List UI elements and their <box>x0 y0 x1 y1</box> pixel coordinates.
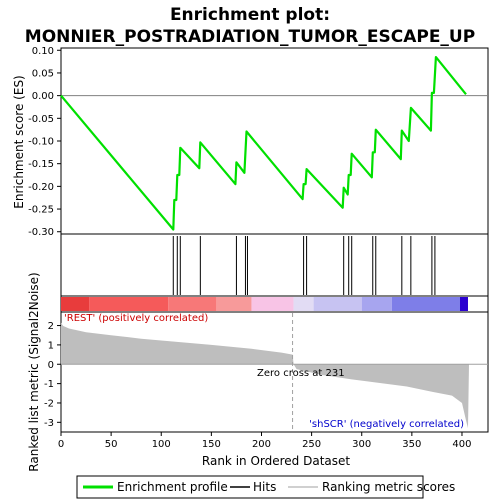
metric-area-fill <box>61 322 469 429</box>
es-curve-line <box>60 55 467 231</box>
heat-bar-segment <box>168 297 217 311</box>
chart-title-line2: MONNIER_POSTRADIATION_TUMOR_ESCAPE_UP <box>25 27 475 47</box>
x-tick-label: 350 <box>402 439 421 450</box>
es-panel: -0.30 -0.25 -0.20 -0.15 -0.10 -0.05 0.00 0.05 0.… <box>28 46 489 238</box>
es-y-tick-label: -0.05 <box>28 114 54 125</box>
heat-bar-segment <box>89 297 169 311</box>
x-tick-label: 400 <box>452 439 471 450</box>
metric-y-tick-label: 1 <box>48 340 54 351</box>
heat-bar <box>61 297 468 311</box>
metric-area <box>61 313 488 431</box>
x-axis: 0 50 100 150 200 250 300 350 400 <box>58 432 472 450</box>
metric-y-tick-label: -3 <box>44 418 54 429</box>
legend-label-enrichment: Enrichment profile <box>117 480 228 494</box>
es-y-tick-label: -0.30 <box>28 227 54 238</box>
es-y-tick-label: 0.05 <box>32 68 54 79</box>
metric-panel: -3 -2 -1 0 1 2 'REST' (positively correlated)… <box>44 311 489 433</box>
heat-bar-segment <box>313 297 362 311</box>
metric-y-axis: -3 -2 -1 0 1 2 <box>44 321 61 429</box>
x-axis-title: Rank in Ordered Dataset <box>202 454 350 468</box>
x-tick-label: 200 <box>252 439 271 450</box>
es-y-tick-label: -0.25 <box>28 205 54 216</box>
heat-bar-segment <box>61 297 90 311</box>
metric-y-tick-label: -1 <box>44 379 54 390</box>
heat-bar-segment <box>459 297 468 311</box>
pos-correlation-label: 'REST' (positively correlated) <box>64 313 208 324</box>
x-tick-label: 300 <box>352 439 371 450</box>
heat-bar-panel <box>60 295 489 313</box>
es-y-tick-label: -0.20 <box>28 182 54 193</box>
x-tick-label: 150 <box>202 439 221 450</box>
heat-bar-segment <box>293 297 314 311</box>
legend-label-ranking: Ranking metric scores <box>322 480 455 494</box>
es-y-tick-label: 0.00 <box>32 91 54 102</box>
hits-panel <box>60 233 489 297</box>
x-tick-label: 100 <box>152 439 171 450</box>
es-curve-group <box>60 55 467 231</box>
es-y-tick-label: 0.10 <box>32 46 54 57</box>
metric-y-tick-label: 2 <box>48 321 54 332</box>
heat-bar-segment <box>216 297 252 311</box>
hit-marks <box>172 236 436 295</box>
es-y-axis-title: Enrichment score (ES) <box>12 75 26 208</box>
chart-title-line1: Enrichment plot: <box>170 5 330 25</box>
heat-bar-segment <box>361 297 392 311</box>
metric-y-tick-label: -2 <box>44 398 54 409</box>
x-tick-label: 50 <box>105 439 118 450</box>
legend: Enrichment profile Hits Ranking metric s… <box>76 475 455 499</box>
x-tick-label: 250 <box>302 439 321 450</box>
x-tick-label: 0 <box>58 439 64 450</box>
hits-panel-frame <box>60 233 489 297</box>
metric-y-axis-title: Ranked list metric (Signal2Noise) <box>27 272 41 471</box>
heat-bar-segment <box>391 297 460 311</box>
zero-cross-label: Zero cross at 231 <box>257 368 345 379</box>
legend-label-hits: Hits <box>253 480 276 494</box>
es-y-axis: -0.30 -0.25 -0.20 -0.15 -0.10 -0.05 0.00 0.05 0.… <box>28 46 61 238</box>
neg-correlation-label: 'shSCR' (negatively correlated) <box>309 419 464 430</box>
es-panel-frame <box>60 47 489 235</box>
heat-bar-segment <box>251 297 294 311</box>
es-y-tick-label: -0.15 <box>28 159 54 170</box>
metric-y-tick-label: 0 <box>48 360 54 371</box>
es-y-tick-label: -0.10 <box>28 137 54 148</box>
